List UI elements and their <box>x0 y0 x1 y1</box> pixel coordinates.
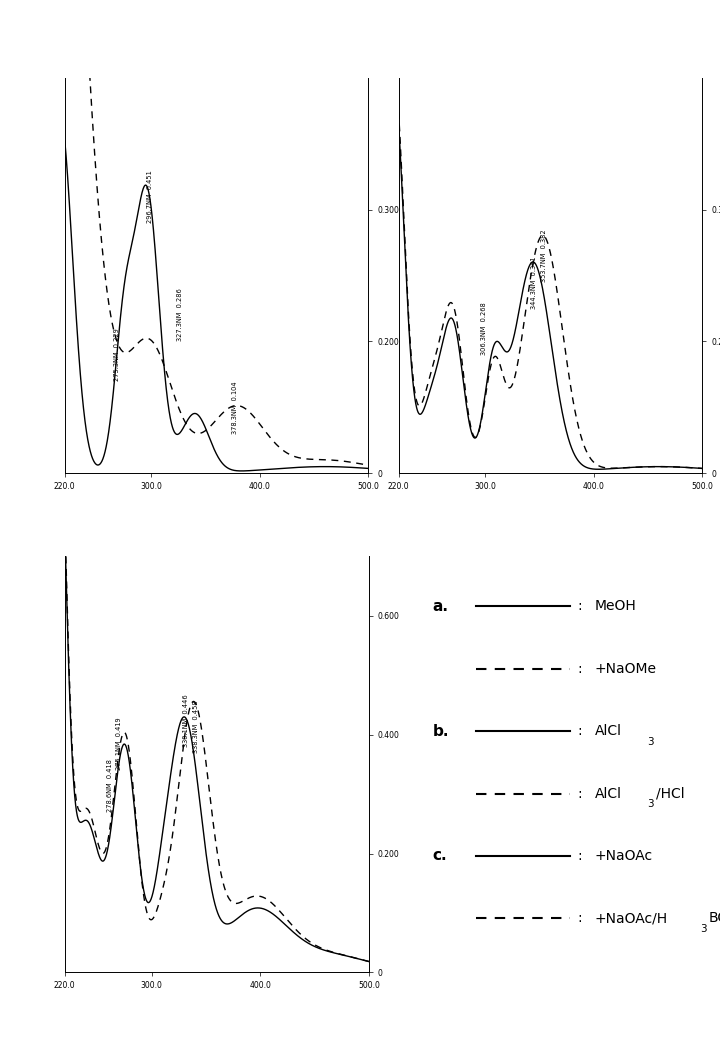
Text: 353.7NM  0.382: 353.7NM 0.382 <box>541 230 546 282</box>
Text: 327.3NM  0.286: 327.3NM 0.286 <box>176 289 183 341</box>
Text: +NaOAc: +NaOAc <box>595 849 653 863</box>
Text: b.: b. <box>432 724 449 738</box>
Text: :: : <box>578 849 588 863</box>
Text: :: : <box>578 724 588 738</box>
Text: +NaOMe: +NaOMe <box>595 661 657 676</box>
Text: 344.3NM  0.341: 344.3NM 0.341 <box>531 256 537 309</box>
Text: :: : <box>578 911 588 926</box>
Text: 3: 3 <box>647 736 654 747</box>
Text: MeOH: MeOH <box>595 599 636 614</box>
Text: +NaOAc/H: +NaOAc/H <box>595 911 668 926</box>
Text: 330.1NM  0.446: 330.1NM 0.446 <box>184 694 189 747</box>
Text: 275.1NM  0.419: 275.1NM 0.419 <box>116 718 122 771</box>
Text: /HCl: /HCl <box>656 786 685 801</box>
Text: 3: 3 <box>647 799 654 809</box>
Text: AlCl: AlCl <box>595 724 621 738</box>
Text: a.: a. <box>432 599 449 614</box>
Text: 338.3NM  0.458: 338.3NM 0.458 <box>193 700 199 753</box>
Text: 275.3NM  0.229: 275.3NM 0.229 <box>114 329 120 381</box>
Text: 378.3NM  0.104: 378.3NM 0.104 <box>232 381 238 434</box>
Text: :: : <box>578 661 588 676</box>
Text: AlCl: AlCl <box>595 786 621 801</box>
Text: 296.7NM  0.451: 296.7NM 0.451 <box>148 171 153 223</box>
Text: 278.6NM  0.418: 278.6NM 0.418 <box>107 759 114 812</box>
Text: :: : <box>578 599 588 614</box>
Text: BO: BO <box>708 911 720 926</box>
Text: :: : <box>578 786 588 801</box>
Text: c.: c. <box>432 849 447 863</box>
Text: 306.3NM  0.268: 306.3NM 0.268 <box>481 302 487 355</box>
Text: 3: 3 <box>701 924 707 934</box>
